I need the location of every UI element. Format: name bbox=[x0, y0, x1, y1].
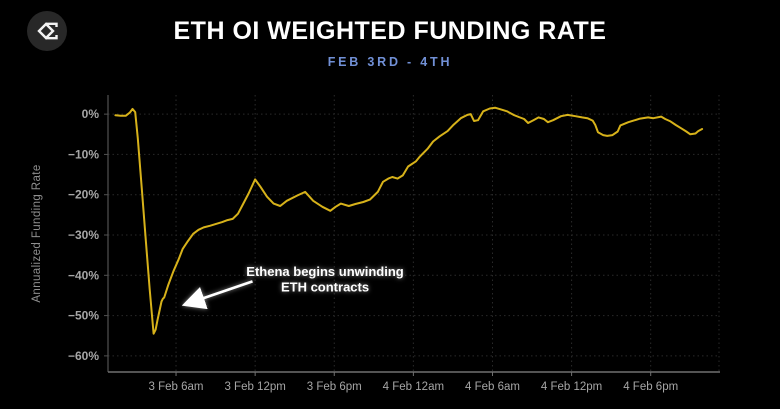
page-title: ETH OI WEIGHTED FUNDING RATE bbox=[173, 17, 607, 45]
sigma-diamond-logo-icon bbox=[27, 11, 67, 51]
velo-logo bbox=[26, 10, 68, 52]
chart-subtitle: FEB 3RD - 4TH bbox=[327, 55, 453, 69]
y-tick-label: −40% bbox=[68, 268, 99, 282]
y-axis-title: Annualized Funding Rate bbox=[31, 164, 43, 302]
x-tick-label: 3 Feb 6am bbox=[149, 381, 204, 393]
x-tick-label: 3 Feb 6pm bbox=[307, 381, 362, 393]
chart-header: ETH OI WEIGHTED FUNDING RATE FEB 3RD - 4… bbox=[0, 0, 780, 69]
y-tick-label: −20% bbox=[68, 188, 99, 202]
y-tick-label: −50% bbox=[68, 309, 99, 323]
x-tick-label: 3 Feb 12pm bbox=[224, 381, 285, 393]
x-tick-label: 4 Feb 6am bbox=[465, 381, 520, 393]
x-tick-label: 4 Feb 12am bbox=[383, 381, 444, 393]
x-tick-label: 4 Feb 12pm bbox=[541, 381, 602, 393]
y-tick-label: −30% bbox=[68, 228, 99, 242]
y-tick-label: −60% bbox=[68, 349, 99, 363]
funding-rate-line bbox=[114, 106, 704, 335]
x-tick-label: 4 Feb 6pm bbox=[623, 381, 678, 393]
annotation-arrow bbox=[181, 280, 253, 310]
y-tick-label: 0% bbox=[82, 107, 100, 121]
y-tick-label: −10% bbox=[68, 147, 99, 161]
annotation-text: Ethena begins unwinding ETH contracts bbox=[246, 264, 404, 295]
